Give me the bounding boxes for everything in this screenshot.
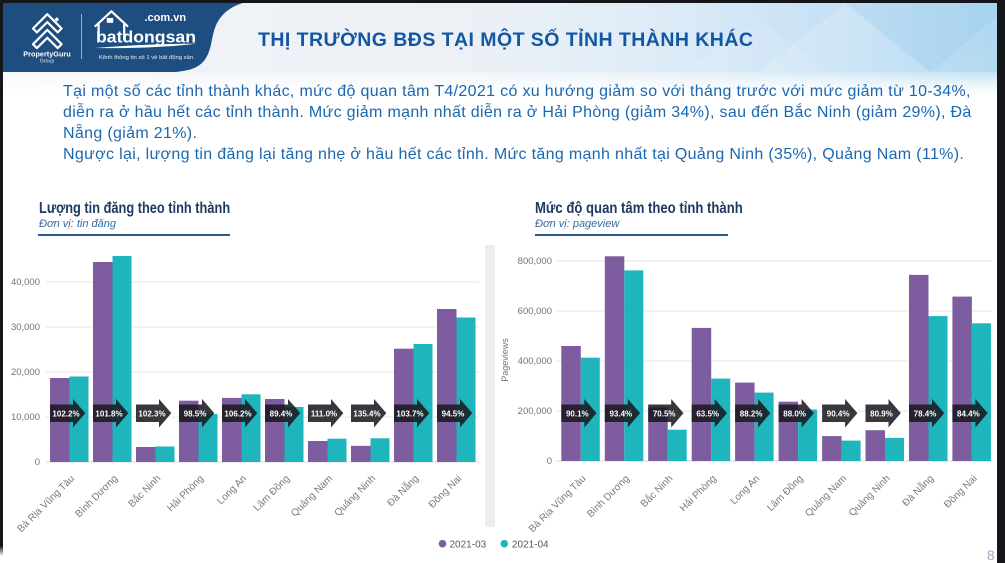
svg-text:70.5%: 70.5% bbox=[653, 409, 676, 418]
svg-text:Pageviews: Pageviews bbox=[500, 338, 510, 382]
svg-text:90.4%: 90.4% bbox=[827, 409, 850, 418]
svg-text:400,000: 400,000 bbox=[518, 356, 552, 367]
svg-text:20,000: 20,000 bbox=[11, 367, 40, 378]
svg-text:103.7%: 103.7% bbox=[396, 409, 423, 418]
svg-text:batdongsan: batdongsan bbox=[96, 28, 196, 47]
svg-text:Đà Nẵng: Đà Nẵng bbox=[899, 472, 936, 509]
svg-text:111.0%: 111.0% bbox=[311, 409, 337, 418]
svg-text:135.4%: 135.4% bbox=[353, 409, 380, 418]
svg-text:Bắc Ninh: Bắc Ninh bbox=[637, 472, 675, 510]
svg-text:Quảng Ninh: Quảng Ninh bbox=[847, 473, 893, 519]
svg-text:0: 0 bbox=[547, 456, 552, 467]
svg-text:2021-04: 2021-04 bbox=[512, 539, 549, 550]
svg-text:.com.vn: .com.vn bbox=[145, 12, 187, 24]
svg-text:78.4%: 78.4% bbox=[914, 409, 937, 418]
svg-text:101.8%: 101.8% bbox=[95, 409, 122, 418]
svg-text:93.4%: 93.4% bbox=[609, 409, 632, 418]
svg-text:Đà Nẵng: Đà Nẵng bbox=[384, 472, 421, 509]
svg-text:2021-03: 2021-03 bbox=[450, 539, 487, 550]
svg-text:Bình Dương: Bình Dương bbox=[585, 473, 632, 520]
svg-text:102.2%: 102.2% bbox=[52, 409, 79, 418]
svg-text:Bà Rịa Vũng Tàu: Bà Rịa Vũng Tàu bbox=[527, 473, 589, 535]
svg-text:88.2%: 88.2% bbox=[740, 409, 763, 418]
svg-text:Đồng Nai: Đồng Nai bbox=[942, 473, 980, 511]
svg-text:Hải Phòng: Hải Phòng bbox=[678, 473, 719, 514]
svg-text:106.2%: 106.2% bbox=[224, 409, 251, 418]
svg-text:98.5%: 98.5% bbox=[184, 409, 207, 418]
svg-text:Bà Rịa Vũng Tàu: Bà Rịa Vũng Tàu bbox=[16, 473, 78, 535]
svg-text:88.0%: 88.0% bbox=[783, 409, 806, 418]
svg-text:Bắc Ninh: Bắc Ninh bbox=[125, 472, 163, 510]
svg-text:Lâm Đồng: Lâm Đồng bbox=[765, 473, 806, 514]
svg-text:Lâm Đồng: Lâm Đồng bbox=[251, 473, 292, 514]
svg-text:Long An: Long An bbox=[728, 473, 762, 507]
svg-text:Hải Phòng: Hải Phòng bbox=[165, 473, 206, 514]
svg-text:Kênh thông tin số 1 về bất độn: Kênh thông tin số 1 về bất động sản bbox=[99, 55, 193, 61]
svg-text:Long An: Long An bbox=[215, 473, 249, 507]
svg-text:Quảng Nam: Quảng Nam bbox=[289, 473, 335, 519]
svg-text:600,000: 600,000 bbox=[518, 306, 552, 317]
svg-text:0: 0 bbox=[35, 457, 40, 468]
svg-text:Quảng Ninh: Quảng Ninh bbox=[333, 473, 379, 519]
svg-text:10,000: 10,000 bbox=[11, 412, 40, 423]
svg-text:Quảng Nam: Quảng Nam bbox=[803, 473, 849, 519]
svg-text:80.9%: 80.9% bbox=[870, 409, 893, 418]
svg-text:94.5%: 94.5% bbox=[442, 409, 465, 418]
svg-text:89.4%: 89.4% bbox=[270, 409, 293, 418]
svg-text:90.1%: 90.1% bbox=[566, 409, 589, 418]
svg-text:PropertyGuru: PropertyGuru bbox=[23, 50, 70, 59]
svg-text:Group: Group bbox=[40, 59, 55, 65]
svg-text:63.5%: 63.5% bbox=[696, 409, 719, 418]
svg-text:800,000: 800,000 bbox=[518, 256, 552, 267]
svg-text:200,000: 200,000 bbox=[518, 406, 552, 417]
svg-text:40,000: 40,000 bbox=[11, 277, 40, 288]
svg-text:30,000: 30,000 bbox=[11, 322, 40, 333]
svg-text:84.4%: 84.4% bbox=[957, 409, 980, 418]
svg-text:Đồng Nai: Đồng Nai bbox=[426, 473, 464, 511]
svg-text:102.3%: 102.3% bbox=[138, 409, 165, 418]
svg-text:Bình Dương: Bình Dương bbox=[73, 473, 120, 520]
